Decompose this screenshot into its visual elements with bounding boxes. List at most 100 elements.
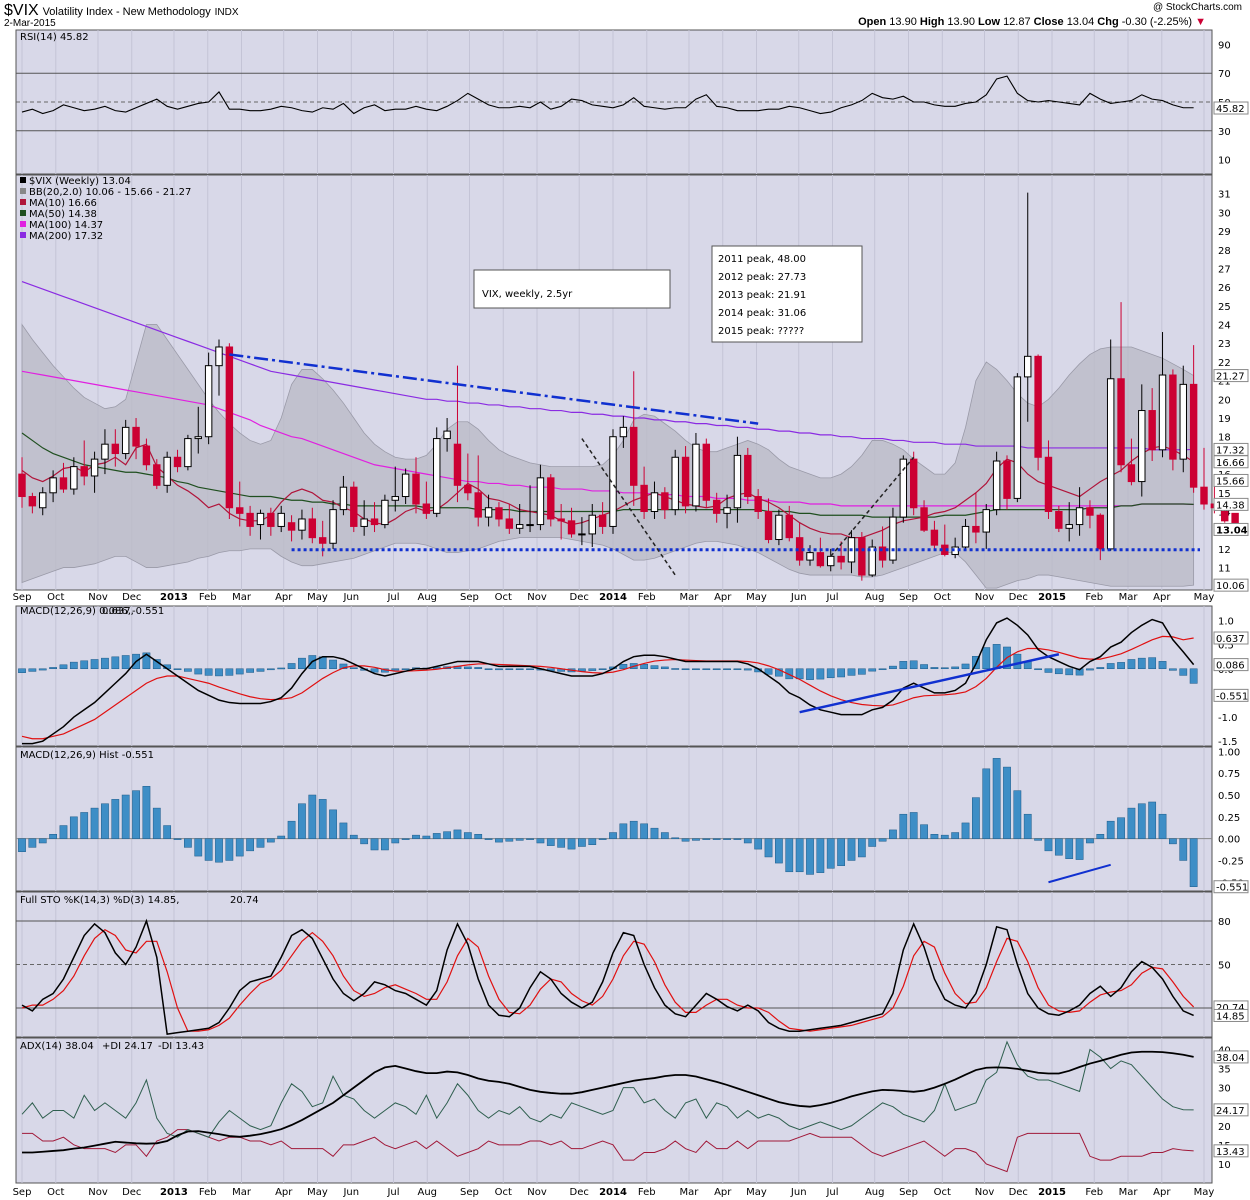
hist-bar [235, 838, 244, 857]
x-tick-label: Nov [527, 1187, 547, 1198]
candle-body [18, 473, 26, 498]
candle-body [702, 443, 711, 501]
candle-body [111, 443, 120, 455]
hist-bar [930, 834, 939, 839]
candle-body [49, 477, 57, 494]
macd-hist-bar [702, 668, 711, 671]
hist-y-tick: 1.00 [1218, 747, 1240, 758]
candle-body [961, 525, 970, 548]
hist-bar [318, 799, 327, 839]
hist-bar [660, 832, 669, 839]
candle-body [878, 546, 887, 561]
macd-hist-bar [1117, 662, 1125, 670]
down-arrow-icon: ▼ [1195, 16, 1206, 28]
hist-bar [49, 834, 57, 839]
hist-bar [360, 838, 369, 845]
x-tick-label: Dec [570, 1187, 589, 1198]
macd-hist-bar [287, 663, 296, 670]
hist-bar [370, 838, 379, 851]
candle-body [433, 438, 441, 514]
price-label-box [1213, 369, 1249, 383]
hist-bar [339, 822, 348, 839]
rsi-y-tick: 10 [1218, 156, 1231, 167]
candle-body [1034, 355, 1042, 458]
price-label: 15.66 [1216, 476, 1245, 487]
price-label: 17.32 [1216, 445, 1245, 456]
hist-bar [857, 838, 866, 858]
macd-hist-bar [795, 668, 804, 680]
candle-body [1013, 376, 1022, 499]
macd-hist-bar [515, 668, 524, 671]
exchange: INDX [214, 7, 239, 18]
candle-body [536, 477, 545, 526]
x-tick-label: Jun [790, 592, 807, 603]
rsi-line [21, 75, 1194, 115]
hist-y-tick: 0.00 [1218, 835, 1240, 846]
hist-bar [1065, 838, 1074, 859]
candle-body [567, 520, 576, 535]
x-tick-label: Sep [460, 592, 479, 603]
candle-body [318, 537, 327, 544]
candle-body [412, 473, 420, 505]
candle-body [1044, 456, 1053, 512]
hist-y-tick: 0.75 [1218, 769, 1240, 780]
hist-bar [723, 838, 731, 840]
panel-macd [15, 605, 1213, 747]
candle-body [1148, 410, 1156, 451]
hist-bar [629, 820, 638, 839]
hist-bar [526, 838, 534, 840]
macd-hist-bar [69, 661, 78, 670]
adx-legend-minus: -DI 13.43 [158, 1041, 204, 1052]
hist-bar [474, 834, 483, 839]
x-tick-label: Nov [88, 1187, 108, 1198]
macd-hist-bar [526, 668, 534, 671]
hist-bar [754, 838, 763, 850]
candle-body [391, 496, 399, 501]
macd-hist-bar [463, 666, 472, 670]
macd-hist-bar [961, 663, 970, 670]
candle-body [267, 512, 275, 527]
candle-body [619, 426, 628, 438]
candle-body [868, 546, 876, 576]
candle-body [547, 477, 555, 520]
hist-bar [1106, 820, 1115, 839]
peaks-annotation-line: 2014 peak: 31.06 [718, 308, 806, 319]
x-tick-label: Sep [13, 592, 32, 603]
adx-label: 13.43 [1216, 1147, 1245, 1158]
hist-bar [463, 832, 472, 839]
hist-bar [588, 838, 597, 845]
chart-date: 2-Mar-2015 [4, 18, 56, 29]
candle-body [992, 460, 1001, 511]
adx-y-tick: 10 [1218, 1160, 1231, 1171]
legend-swatch [20, 188, 26, 194]
hist-bar [972, 797, 980, 839]
macd-hist-bar [235, 668, 244, 675]
open-label: Open [858, 16, 887, 28]
price-y-tick: 24 [1218, 321, 1231, 332]
macd-hist-bar [495, 668, 503, 671]
hist-bar [194, 838, 203, 857]
hist-bar [266, 838, 275, 843]
price-y-tick: 15 [1218, 489, 1231, 500]
legend-swatch [20, 177, 26, 183]
candle-body [1179, 383, 1187, 460]
x-tick-label: Jul [386, 592, 399, 603]
macd-hist-bar [49, 667, 57, 670]
macd-hist-bar [1179, 668, 1188, 676]
hist-bar [806, 838, 814, 875]
macd-hist-bar [1034, 668, 1042, 671]
candle-body [443, 430, 451, 440]
macd-hist-bar [743, 668, 752, 671]
x-tick-label: Aug [417, 1187, 437, 1198]
x-tick-label: Aug [417, 592, 437, 603]
hist-bar [951, 832, 960, 839]
candle-body [723, 507, 731, 514]
hist-bar [878, 838, 887, 842]
high-label: High [919, 16, 945, 28]
rsi-last-box [1213, 101, 1249, 115]
low-label: Low [978, 16, 1000, 28]
macd-hist-bar [1169, 668, 1177, 671]
candle-body [401, 473, 410, 498]
macd-hist-bar [484, 668, 493, 671]
macd-y-tick: 0.5 [1218, 641, 1234, 652]
